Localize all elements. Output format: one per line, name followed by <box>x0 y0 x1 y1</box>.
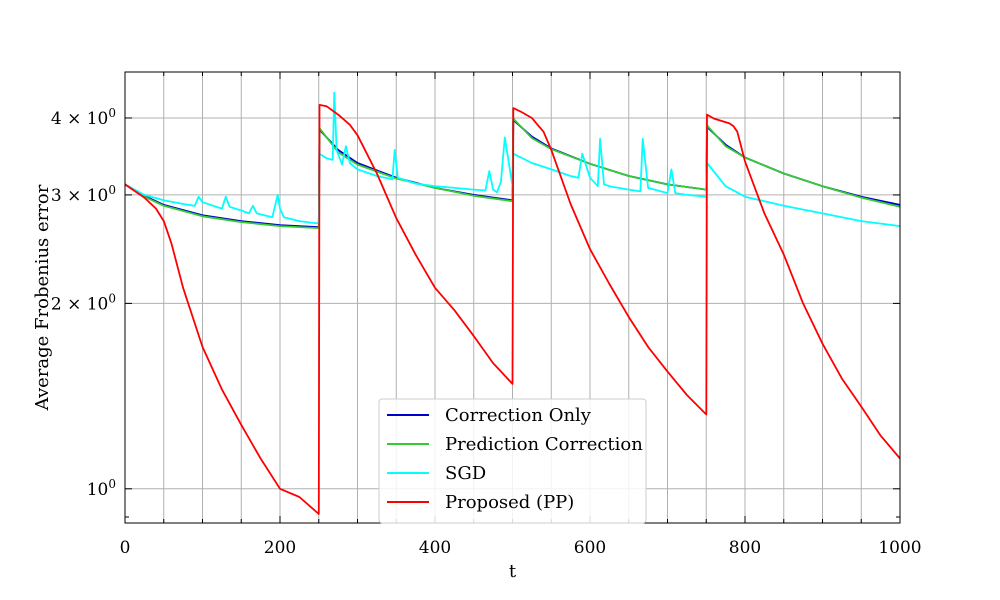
legend: Correction Only Prediction Correction SGD P… <box>378 398 647 524</box>
x-tick-label: 400 <box>419 538 451 558</box>
y-tick-label: 2 × 100 <box>51 291 116 314</box>
x-tick-label: 800 <box>729 538 761 558</box>
grid <box>125 72 900 523</box>
y-axis-label: Average Frobenius error <box>32 184 53 411</box>
legend-label: Prediction Correction <box>445 434 643 455</box>
legend-box <box>378 398 647 524</box>
legend-label: Proposed (PP) <box>445 492 574 513</box>
x-tick-label: 1000 <box>878 538 921 558</box>
legend-label: Correction Only <box>445 405 592 426</box>
y-axis: 100 2 × 100 3 × 100 4 × 100 <box>51 106 900 518</box>
series-line-sgd <box>124 91 901 227</box>
x-tick-label: 200 <box>264 538 296 558</box>
x-tick-label: 600 <box>574 538 606 558</box>
series-line-proposed-pp <box>124 104 901 515</box>
x-axis-label: t <box>509 561 517 582</box>
x-tick-label: 0 <box>120 538 131 558</box>
legend-label: SGD <box>445 463 486 484</box>
series-lines <box>124 91 901 515</box>
y-tick-label: 3 × 100 <box>51 183 116 206</box>
y-tick-label: 4 × 100 <box>51 106 116 129</box>
y-tick-label: 100 <box>87 477 116 500</box>
x-axis: 0 200 400 600 800 1000 <box>120 72 922 558</box>
